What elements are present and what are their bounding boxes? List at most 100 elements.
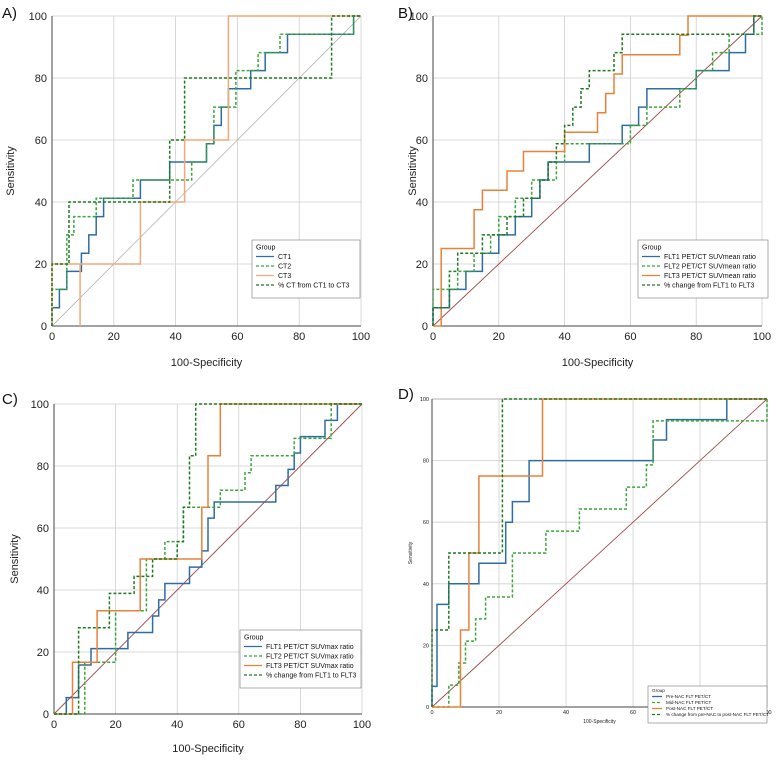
x-tick-label: 0	[430, 710, 433, 716]
legend-label: FLT1 PET/CT SUVmax ratio	[266, 644, 354, 651]
x-tick-label: 0	[49, 331, 55, 343]
y-tick-label: 80	[423, 459, 429, 465]
legend-label: Pre-NAC FLT PET/CT	[666, 694, 711, 699]
y-tick-label: 40	[423, 582, 429, 588]
y-tick-label: 60	[37, 523, 49, 535]
roc-panel-3: 00 20 20 40 40 60 60 80 80 100 100 100-Specificity S…	[2, 391, 371, 755]
reference-diagonal	[51, 15, 362, 327]
x-tick-label: 100	[352, 331, 370, 343]
legend-title: Group	[244, 635, 264, 642]
roc-curve-4	[431, 398, 767, 707]
x-tick-label: 0	[430, 331, 436, 343]
roc-curve-1	[432, 15, 762, 326]
x-tick-label: 40	[563, 710, 569, 716]
y-tick-label: 0	[422, 321, 428, 333]
x-tick-label: 100	[353, 719, 371, 731]
y-tick-label: 0	[41, 321, 47, 333]
panel-letter: D)	[398, 386, 414, 403]
roc-panel-2: 00 20 20 40 40 60 60 80 80 100 100 100-Specificity S…	[398, 5, 771, 369]
x-tick-label: 20	[108, 331, 120, 343]
y-tick-label: 40	[35, 197, 47, 209]
y-tick-label: 0	[426, 705, 429, 711]
x-axis-title: 100-Specificity	[562, 357, 634, 369]
reference-diagonal	[432, 15, 763, 327]
x-tick-label: 80	[690, 331, 702, 343]
reference-diagonal	[53, 403, 363, 715]
roc-panel-4: 002020404060608080100100100-SpecificityS…	[398, 386, 772, 725]
legend-label: % change from FLT1 to FLT3	[664, 283, 754, 290]
legend-label: FLT3 PET/CT SUVmean ratio	[664, 273, 756, 280]
y-tick-label: 20	[37, 647, 49, 659]
legend-label: FLT2 PET/CT SUVmax ratio	[266, 654, 354, 661]
x-tick-label: 0	[51, 719, 57, 731]
x-tick-label: 20	[493, 331, 505, 343]
x-tick-label: 40	[558, 331, 570, 343]
y-axis-title: Sensitivity	[5, 146, 17, 196]
y-tick-label: 40	[416, 197, 428, 209]
y-axis-title: Sensitivity	[9, 534, 21, 584]
legend-box	[637, 239, 769, 299]
y-tick-label: 40	[37, 585, 49, 597]
y-axis-title: Sensitivity	[407, 146, 419, 196]
legend-title: Group	[652, 688, 665, 693]
y-tick-label: 80	[416, 73, 428, 85]
x-axis-title: 100-Specificity	[583, 719, 616, 725]
roc-curve-4	[432, 15, 762, 326]
x-tick-label: 20	[109, 719, 121, 731]
x-tick-label: 80	[293, 331, 305, 343]
legend-box	[647, 685, 768, 724]
legend-label: Post-NAC FLT PET/CT	[666, 706, 713, 711]
y-tick-label: 100	[410, 11, 428, 23]
roc-curve-3	[51, 15, 361, 326]
legend-label: Mid-NAC FLT PET/CT	[666, 700, 711, 705]
roc-panel-1: 00 20 20 40 40 60 60 80 80 100 100 100-Specificity S…	[2, 5, 370, 369]
x-tick-label: 40	[171, 719, 183, 731]
x-axis-title: 100-Specificity	[171, 357, 243, 369]
x-tick-label: 40	[169, 331, 181, 343]
y-tick-label: 60	[423, 520, 429, 526]
y-tick-label: 20	[423, 643, 429, 649]
y-tick-label: 100	[29, 11, 47, 23]
legend-title: Group	[256, 245, 276, 252]
legend-box	[251, 239, 361, 299]
legend-title: Group	[642, 245, 662, 252]
panel-letter: A)	[2, 5, 17, 22]
reference-diagonal	[431, 398, 768, 708]
y-tick-label: 20	[35, 259, 47, 271]
y-tick-label: 80	[35, 73, 47, 85]
panel-letter: B)	[398, 5, 413, 22]
roc-curve-1	[431, 398, 767, 707]
legend-label: % change from pre-NAC to post-NAC FLT PE…	[666, 712, 769, 717]
legend-box	[239, 629, 362, 689]
x-tick-label: 80	[294, 719, 306, 731]
roc-curve-4	[54, 403, 362, 715]
x-tick-label: 100	[753, 331, 771, 343]
panel-letter: C)	[2, 391, 18, 408]
y-tick-label: 60	[35, 135, 47, 147]
x-tick-label: 60	[231, 331, 243, 343]
x-tick-label: 60	[233, 719, 245, 731]
legend-label: CT2	[278, 264, 291, 271]
x-axis-title: 100-Specificity	[172, 743, 244, 755]
legend-label: CT1	[278, 254, 291, 261]
x-tick-label: 20	[496, 710, 502, 716]
y-tick-label: 60	[416, 135, 428, 147]
roc-curve-2	[432, 399, 768, 708]
y-tick-label: 100	[420, 397, 429, 403]
legend-label: FLT1 PET/CT SUVmean ratio	[664, 254, 756, 261]
y-tick-label: 20	[416, 259, 428, 271]
roc-curve-2	[51, 15, 361, 326]
y-tick-label: 80	[37, 461, 49, 473]
legend-label: FLT2 PET/CT SUVmean ratio	[664, 264, 756, 271]
x-tick-label: 60	[624, 331, 636, 343]
roc-curve-3	[433, 15, 762, 327]
legend-label: % change from FLT1 to FLT3	[266, 673, 356, 680]
y-tick-label: 0	[43, 709, 49, 721]
x-tick-label: 60	[630, 710, 636, 716]
legend-label: % CT from CT1 to CT3	[278, 283, 350, 290]
y-axis-title: Sensitivity	[408, 541, 414, 564]
legend-label: CT3	[278, 273, 291, 280]
y-tick-label: 100	[31, 399, 49, 411]
roc-curve-2	[54, 403, 362, 715]
